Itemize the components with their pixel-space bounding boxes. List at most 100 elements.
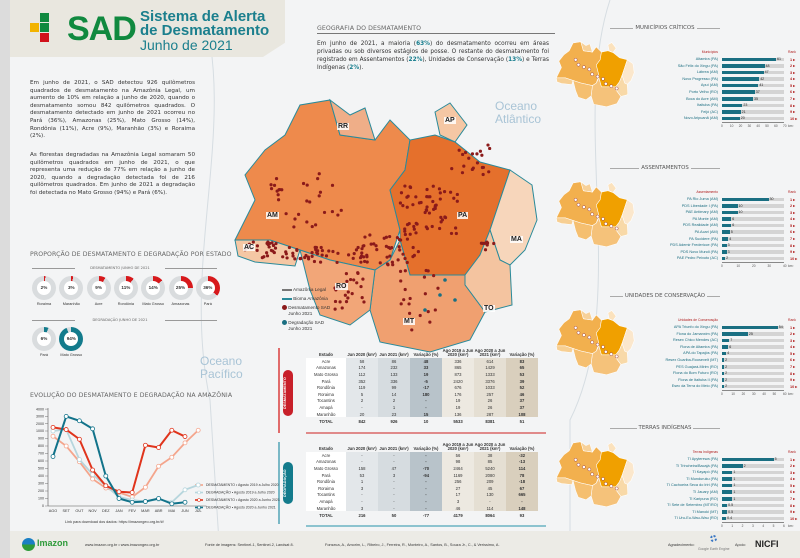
deforestation-point: [267, 245, 271, 249]
bar-track: [722, 250, 784, 254]
deforestation-point: [333, 307, 337, 311]
text: ).: [359, 65, 364, 71]
footer: Imazon www.imazon.org.br • www.imazongeo…: [10, 531, 800, 558]
deforestation-point: [462, 164, 466, 168]
table-row: Tocantins - - -17 130 665: [306, 491, 538, 499]
deforestation-point: [336, 251, 340, 255]
table-cell: 232: [378, 364, 410, 372]
bar: [722, 57, 777, 62]
deforestation-table-tag: DESMATAMENTO: [283, 370, 293, 416]
bar: [722, 351, 727, 356]
deforestation-point: [356, 271, 360, 275]
deforestation-point: [368, 233, 372, 237]
ranking-row: TI Munduruku (PA) 1 4 ▸: [630, 476, 800, 483]
pct-uc: 13%: [508, 57, 523, 63]
bar-track: [722, 365, 784, 369]
bar: [722, 325, 778, 330]
table-cell: 26: [474, 397, 506, 405]
deforestation-point: [424, 208, 428, 212]
total-cell: 216: [358, 513, 366, 519]
table-cell: -: [378, 491, 410, 499]
footer-thanks-label: Agradecimento:: [668, 543, 695, 547]
data-point: [63, 443, 69, 449]
bar: [722, 371, 725, 376]
data-point: [142, 484, 148, 490]
deforestation-point: [432, 274, 436, 278]
deforestation-point: [397, 245, 401, 249]
bar-track: [722, 223, 784, 228]
table-cell: 614: [474, 358, 506, 365]
tick-label: 30: [747, 123, 752, 128]
header: SAD Sistema de Alerta de Desmatamento Ju…: [10, 0, 285, 57]
deforestation-point: [391, 263, 395, 267]
bar: [722, 110, 741, 114]
item-name: Lábrea (AM): [696, 70, 718, 75]
table-cell: Acre: [306, 452, 346, 459]
item-name: PAE Antimary (AM): [685, 210, 718, 215]
ranking-row: Boca do Acre (AM) 35 7 ▸: [630, 96, 800, 103]
bar: [722, 64, 765, 68]
total-row: TOTAL 842 926 10 5533 8381 51: [306, 417, 538, 426]
deforestation-point: [454, 231, 458, 236]
ranking-row: APA Triunfo do Xingu (PA) 54 1 ▸: [630, 324, 800, 331]
state-label-to: TO: [483, 305, 495, 312]
data-point: [182, 434, 188, 439]
footer-sites[interactable]: www.imazon.org.br • www.imazongeo.org.br: [85, 543, 160, 547]
tick-label: 0: [721, 523, 723, 528]
state-ap: [607, 310, 617, 321]
tick-label: 50: [765, 123, 769, 128]
deforestation-point: [270, 241, 274, 245]
table-cell: 2080: [474, 471, 506, 479]
x-tick-label: JAN: [115, 509, 122, 513]
donut-chart: 9%: [86, 276, 111, 300]
geography-title: GEOGRAFIA DO DESMATAMENTO: [317, 25, 422, 32]
rank-marker: [582, 333, 586, 337]
item-name: Altamira (PA): [695, 57, 718, 61]
ranking-row: Novo Aripuanã (AM) 20 10 ▸: [630, 115, 800, 122]
column-header: Ago 2019 a Jun 2020 (km²): [442, 347, 474, 358]
state-mt: [590, 217, 622, 248]
table-cell: 1169: [442, 471, 474, 479]
deforestation-point: [361, 244, 365, 248]
rank-marker: [573, 198, 578, 202]
table-cell: Amazonas: [306, 364, 346, 372]
table-cell: -13: [506, 458, 538, 466]
rank-marker: [604, 82, 608, 86]
y-tick-label: 2000: [36, 422, 44, 426]
table-cell: 53: [506, 371, 538, 378]
legend-label: Bioma Amazônia: [293, 296, 328, 301]
deforestation-point: [475, 161, 480, 165]
item-name: PES Guajará-Mirim (RO): [676, 364, 718, 369]
x-tick-label: NOV: [88, 509, 97, 513]
item-name: TI Cachoeira Seca do Iriri (PA): [666, 483, 718, 488]
bar-value: 0.4: [727, 516, 733, 521]
bar-track: [722, 338, 784, 343]
deforestation-point: [303, 255, 307, 260]
bar-track: [722, 97, 784, 101]
legend-biome: Bioma Amazônia: [282, 296, 328, 302]
infographic-page: SAD Sistema de Alerta de Desmatamento Ju…: [10, 0, 800, 558]
data-point: [195, 427, 201, 433]
bar-track: [722, 64, 784, 68]
table-cell: -32: [506, 452, 538, 459]
tick-label: 0: [721, 123, 723, 128]
table-cell: 99: [378, 384, 410, 391]
table-cell: 873: [442, 371, 474, 378]
rank-number: 5 ▸: [790, 223, 796, 228]
deforestation-point: [483, 248, 488, 252]
item-name: TI Munduruku (PA): [686, 476, 718, 481]
deforestation-point: [305, 183, 309, 187]
rank-number: 9 ▸: [790, 110, 796, 115]
legend-label: Degradação SAD Junho 2021: [288, 320, 325, 331]
bar-value: 2: [725, 384, 728, 389]
state-rr: [580, 309, 593, 321]
bar-track: [722, 332, 784, 336]
bar-value: 4: [727, 351, 730, 356]
deforestation-point: [269, 248, 273, 253]
deforestation-point: [292, 225, 296, 229]
ranking-row: PDS Ademir Fredericce (PA) 3 8 ▸: [630, 242, 800, 249]
tick-label: 10: [729, 123, 734, 128]
chart-footnote: Link para download dos dados: https://im…: [65, 520, 164, 524]
rank-label: Rank: [788, 190, 796, 194]
bar-track: [722, 378, 784, 382]
